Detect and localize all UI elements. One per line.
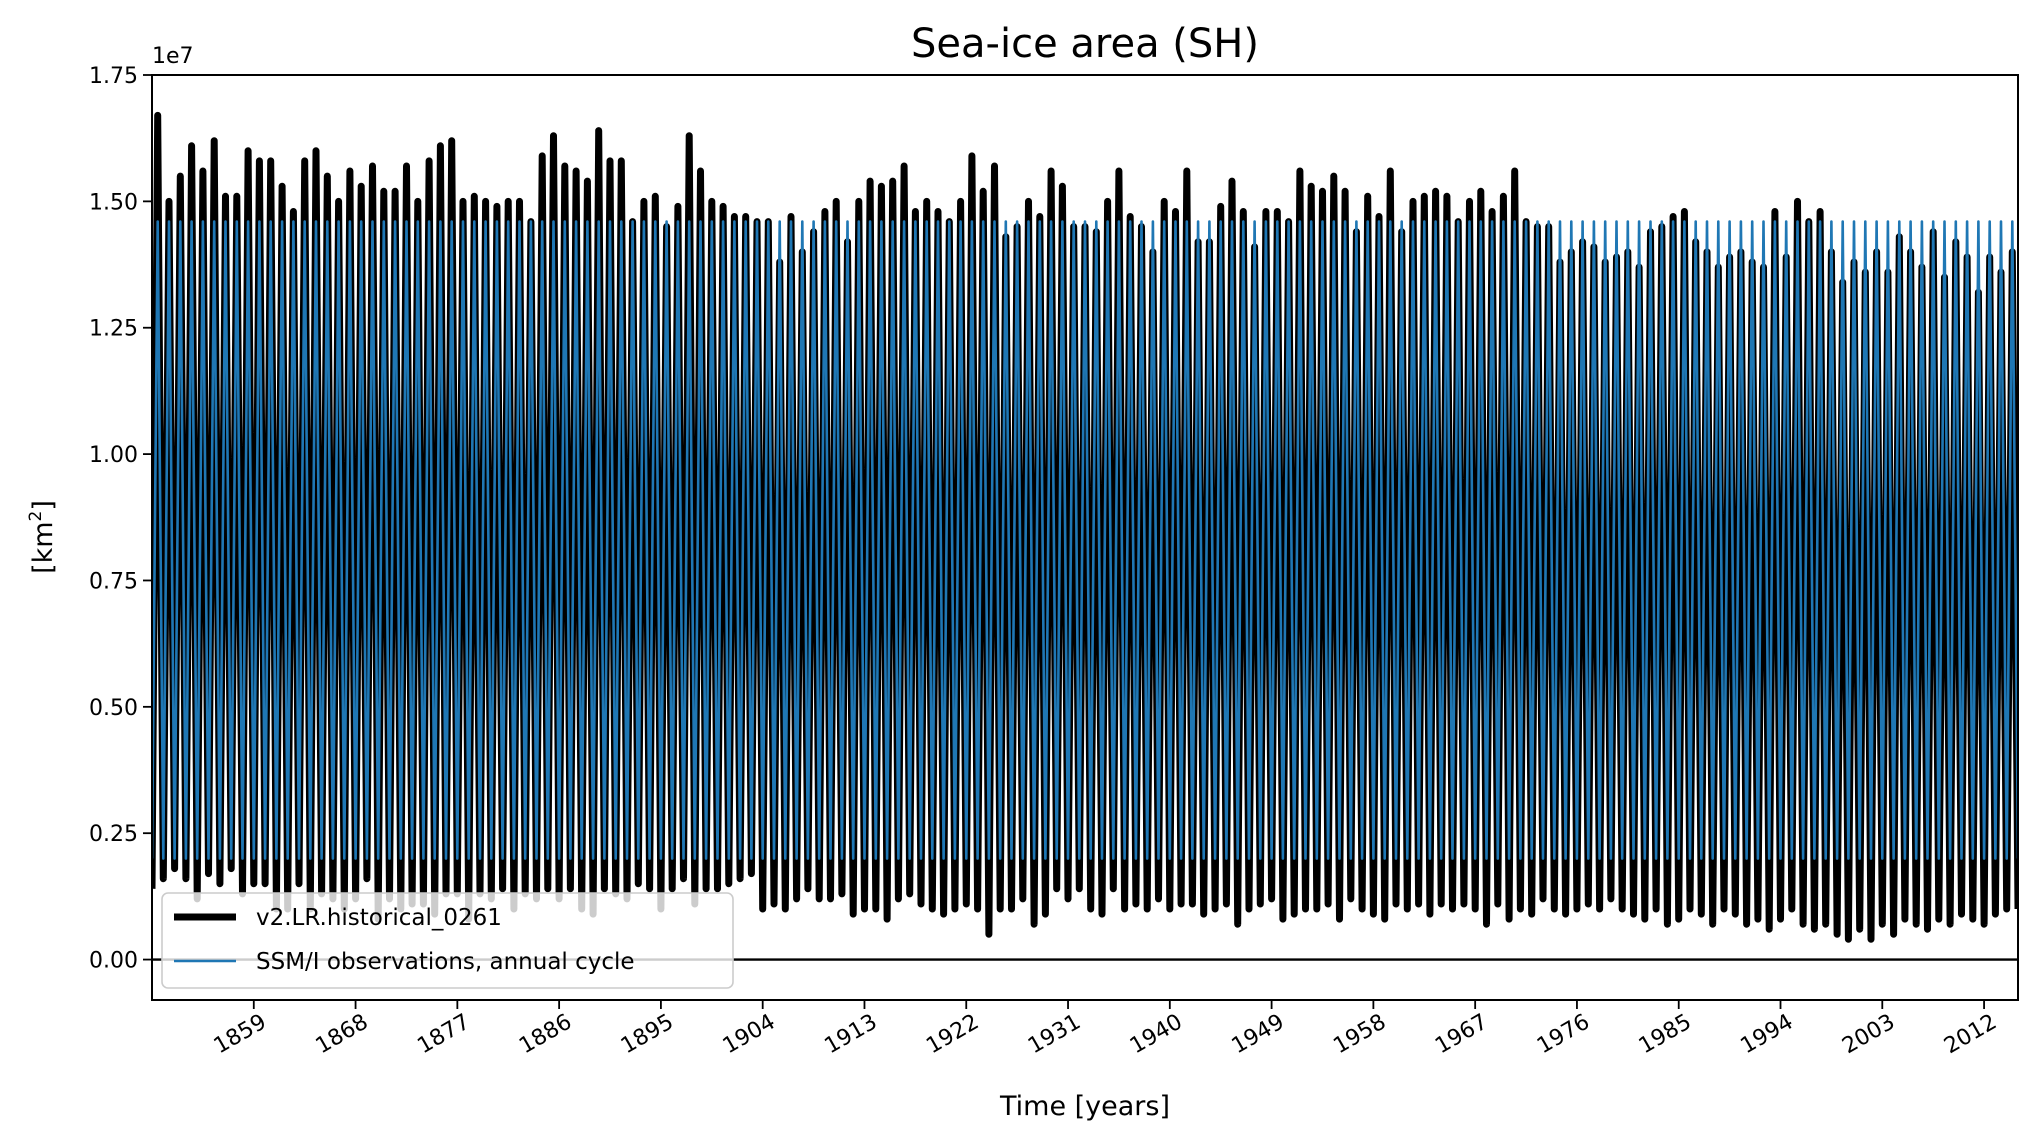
x-tick-label: 1931 [1024, 1010, 1085, 1060]
x-tick-label: 1922 [922, 1010, 983, 1060]
x-tick-label: 1868 [312, 1010, 373, 1060]
y-tick-label: 0.00 [89, 949, 138, 974]
x-tick-label: 1886 [515, 1010, 576, 1060]
x-tick-label: 1895 [617, 1010, 678, 1060]
y-tick-label: 0.25 [89, 822, 138, 847]
x-axis-label: Time [years] [999, 1091, 1170, 1122]
x-tick-label: 1949 [1228, 1010, 1289, 1060]
x-axis-ticks: 1859 1868 1877 1886 1895 1904 1913 1922 1931 1940… [210, 1000, 2001, 1059]
y-tick-label: 0.50 [89, 696, 138, 721]
x-tick-label: 1985 [1635, 1010, 1696, 1060]
y-tick-label: 1.50 [89, 190, 138, 215]
x-tick-label: 1994 [1737, 1010, 1798, 1060]
plot-frame [151, 74, 2019, 1001]
y-tick-label: 1.75 [89, 64, 138, 89]
legend-box [161, 892, 734, 989]
x-tick-label: 2003 [1838, 1010, 1899, 1060]
x-tick-label: 1913 [820, 1010, 881, 1060]
y-tick-label: 0.75 [89, 569, 138, 594]
x-tick-label: 1967 [1431, 1010, 1492, 1060]
y-offset-label: 1e7 [152, 44, 194, 69]
x-tick-label: 1940 [1126, 1010, 1187, 1060]
y-tick-label: 1.00 [89, 443, 138, 468]
observations-series-line [152, 220, 2018, 860]
legend-label-model: v2.LR.historical_0261 [256, 905, 502, 931]
y-axis-ticks: 0.00 0.25 0.50 0.75 1.00 1.25 1.50 1.75 [89, 64, 152, 974]
x-tick-label: 1904 [719, 1010, 780, 1060]
legend: v2.LR.historical_0261 SSM/I observations… [161, 892, 734, 989]
x-tick-label: 1976 [1533, 1010, 1594, 1060]
y-axis-label-superscript: 2 [26, 511, 46, 522]
plot-area [152, 111, 2018, 961]
legend-label-observations: SSM/I observations, annual cycle [256, 949, 635, 975]
x-tick-label: 2012 [1940, 1010, 2001, 1060]
y-axis-label: [km2] [26, 500, 59, 574]
x-tick-label: 1877 [413, 1010, 474, 1060]
y-tick-label: 1.25 [89, 317, 138, 342]
chart-title: Sea-ice area (SH) [911, 21, 1259, 67]
x-tick-label: 1859 [210, 1010, 271, 1060]
x-tick-label: 1958 [1329, 1010, 1390, 1060]
